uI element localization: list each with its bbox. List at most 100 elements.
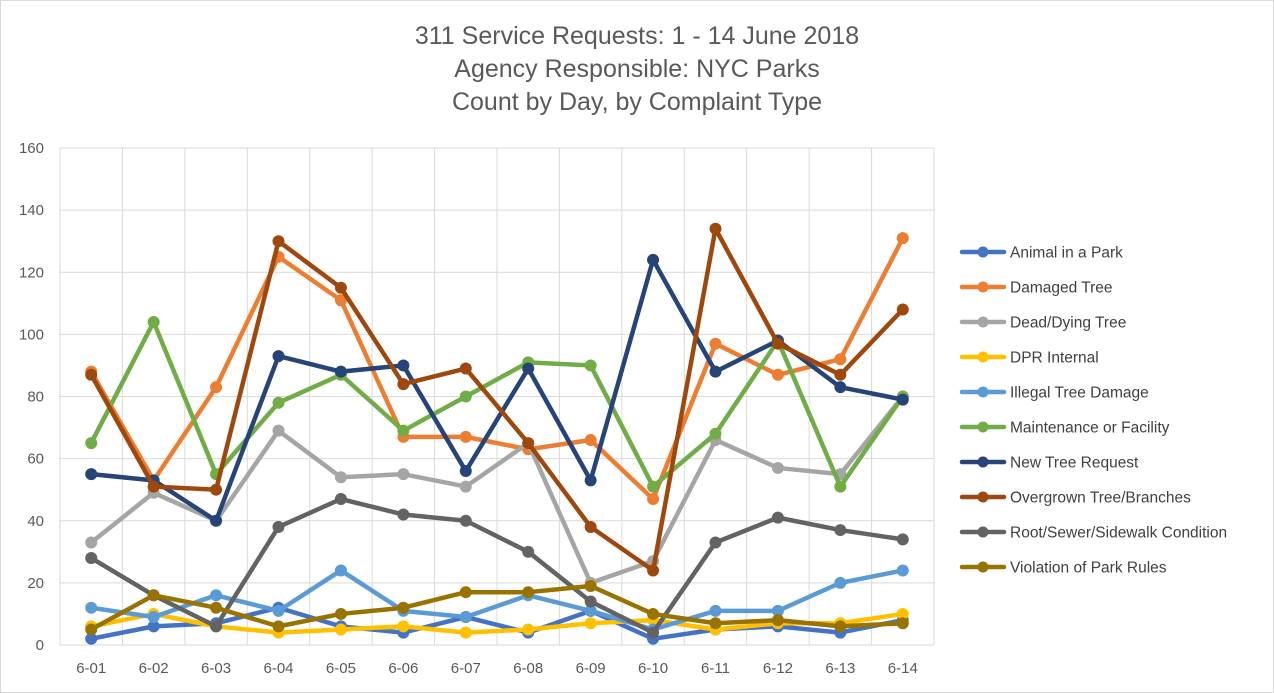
data-point xyxy=(397,601,410,614)
legend-item-animal-in-a-park: Animal in a Park xyxy=(959,245,1123,262)
data-point xyxy=(272,520,285,533)
data-point xyxy=(147,315,160,328)
data-point xyxy=(834,353,847,366)
data-point xyxy=(584,520,597,533)
legend-item-overgrown-tree-branches: Overgrown Tree/Branches xyxy=(959,490,1191,507)
legend-label: New Tree Request xyxy=(1010,455,1139,472)
data-point xyxy=(210,483,223,496)
data-point xyxy=(147,589,160,602)
data-point xyxy=(522,362,535,375)
series-line xyxy=(88,319,906,489)
data-point xyxy=(647,607,660,620)
legend-swatch-marker xyxy=(977,526,989,538)
series-illegal-tree-damage xyxy=(85,564,909,636)
data-point xyxy=(459,586,472,599)
chart-title-line-1: 311 Service Requests: 1 - 14 June 2018 xyxy=(414,22,860,50)
data-point xyxy=(647,480,660,493)
data-point xyxy=(272,235,285,248)
x-tick-label: 6-13 xyxy=(825,660,855,677)
data-point xyxy=(896,617,909,630)
data-point xyxy=(647,564,660,577)
series-lines xyxy=(85,222,909,645)
legend-item-maintenance-or-facility: Maintenance or Facility xyxy=(959,420,1170,437)
data-point xyxy=(334,471,347,484)
data-point xyxy=(522,586,535,599)
data-point xyxy=(709,536,722,549)
data-point xyxy=(896,564,909,577)
legend-label: Damaged Tree xyxy=(1010,280,1113,297)
legend-item-new-tree-request: New Tree Request xyxy=(959,455,1139,472)
legend-label: Root/Sewer/Sidewalk Condition xyxy=(1010,525,1227,542)
legend-item-dpr-internal: DPR Internal xyxy=(959,350,1099,367)
legend-item-damaged-tree: Damaged Tree xyxy=(959,280,1113,297)
y-tick-label: 20 xyxy=(27,575,44,592)
data-point xyxy=(771,368,784,381)
data-point xyxy=(647,626,660,639)
legend-label: Animal in a Park xyxy=(1010,245,1123,262)
legend-swatch-marker xyxy=(977,281,989,293)
legend-label: DPR Internal xyxy=(1010,350,1099,367)
data-point xyxy=(647,493,660,506)
data-point xyxy=(397,508,410,521)
data-point xyxy=(210,514,223,527)
legend: Animal in a Park Damaged Tree Dead/Dying T… xyxy=(959,245,1227,577)
data-point xyxy=(771,337,784,350)
x-tick-label: 6-01 xyxy=(76,660,106,677)
data-point xyxy=(272,424,285,437)
data-point xyxy=(272,604,285,617)
data-point xyxy=(459,480,472,493)
legend-label: Illegal Tree Damage xyxy=(1010,385,1149,402)
data-point xyxy=(147,611,160,624)
data-point xyxy=(709,365,722,378)
data-point xyxy=(85,368,98,381)
chart-title: 311 Service Requests: 1 - 14 June 2018 A… xyxy=(0,20,1274,119)
data-point xyxy=(896,533,909,546)
x-tick-label: 6-04 xyxy=(263,660,293,677)
series-line xyxy=(88,226,906,573)
data-point xyxy=(584,474,597,487)
legend-label: Maintenance or Facility xyxy=(1010,420,1170,437)
data-point xyxy=(834,524,847,537)
data-point xyxy=(709,222,722,235)
series-violation-of-park-rules xyxy=(85,579,909,636)
data-point xyxy=(397,620,410,633)
data-point xyxy=(272,396,285,409)
y-tick-label: 120 xyxy=(19,264,44,281)
data-point xyxy=(334,564,347,577)
data-point xyxy=(834,576,847,589)
data-point xyxy=(85,468,98,481)
data-point xyxy=(896,393,909,406)
x-tick-label: 6-14 xyxy=(888,660,918,677)
y-tick-label: 0 xyxy=(36,637,44,654)
data-point xyxy=(459,390,472,403)
data-point xyxy=(397,378,410,391)
data-point xyxy=(584,359,597,372)
y-axis-ticks: 0 20 40 60 80 100 120 140 160 xyxy=(19,140,44,654)
x-tick-label: 6-11 xyxy=(701,660,730,677)
data-point xyxy=(459,430,472,443)
data-point xyxy=(709,604,722,617)
data-point xyxy=(709,427,722,440)
series-line xyxy=(88,611,906,635)
series-line xyxy=(88,583,906,632)
legend-label: Dead/Dying Tree xyxy=(1010,315,1126,332)
data-point xyxy=(709,337,722,350)
data-point xyxy=(522,437,535,450)
legend-swatch-marker xyxy=(977,561,989,573)
legend-item-violation-of-park-rules: Violation of Park Rules xyxy=(959,560,1167,577)
y-tick-label: 80 xyxy=(27,389,44,406)
data-point xyxy=(210,601,223,614)
data-point xyxy=(459,514,472,527)
data-point xyxy=(584,579,597,592)
series-line xyxy=(88,568,906,632)
data-point xyxy=(834,620,847,633)
x-tick-label: 6-02 xyxy=(139,660,169,677)
chart-title-line-3: Count by Day, by Complaint Type xyxy=(451,88,823,116)
legend-swatch-marker xyxy=(977,456,989,468)
x-tick-label: 6-09 xyxy=(576,660,606,677)
data-point xyxy=(522,623,535,636)
x-tick-label: 6-03 xyxy=(201,660,231,677)
data-point xyxy=(709,617,722,630)
legend-item-dead-dying-tree: Dead/Dying Tree xyxy=(959,315,1126,332)
